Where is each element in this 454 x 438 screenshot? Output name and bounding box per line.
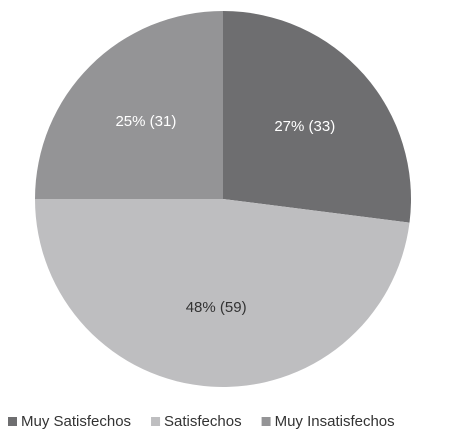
data-label: 27% (33): [274, 118, 335, 135]
pie-slice: [35, 199, 410, 388]
legend-swatch: [151, 417, 161, 426]
data-label: 48% (59): [186, 299, 247, 316]
legend-label: Muy Insatisfechos: [275, 413, 395, 430]
pie-slice: [223, 11, 412, 223]
legend-swatch: [261, 417, 271, 426]
pie-slice: [35, 11, 223, 199]
legend-label: Satisfechos: [164, 413, 242, 430]
data-label: 25% (31): [115, 113, 176, 130]
legend-label: Muy Satisfechos: [21, 413, 131, 430]
legend-swatch: [8, 417, 17, 426]
